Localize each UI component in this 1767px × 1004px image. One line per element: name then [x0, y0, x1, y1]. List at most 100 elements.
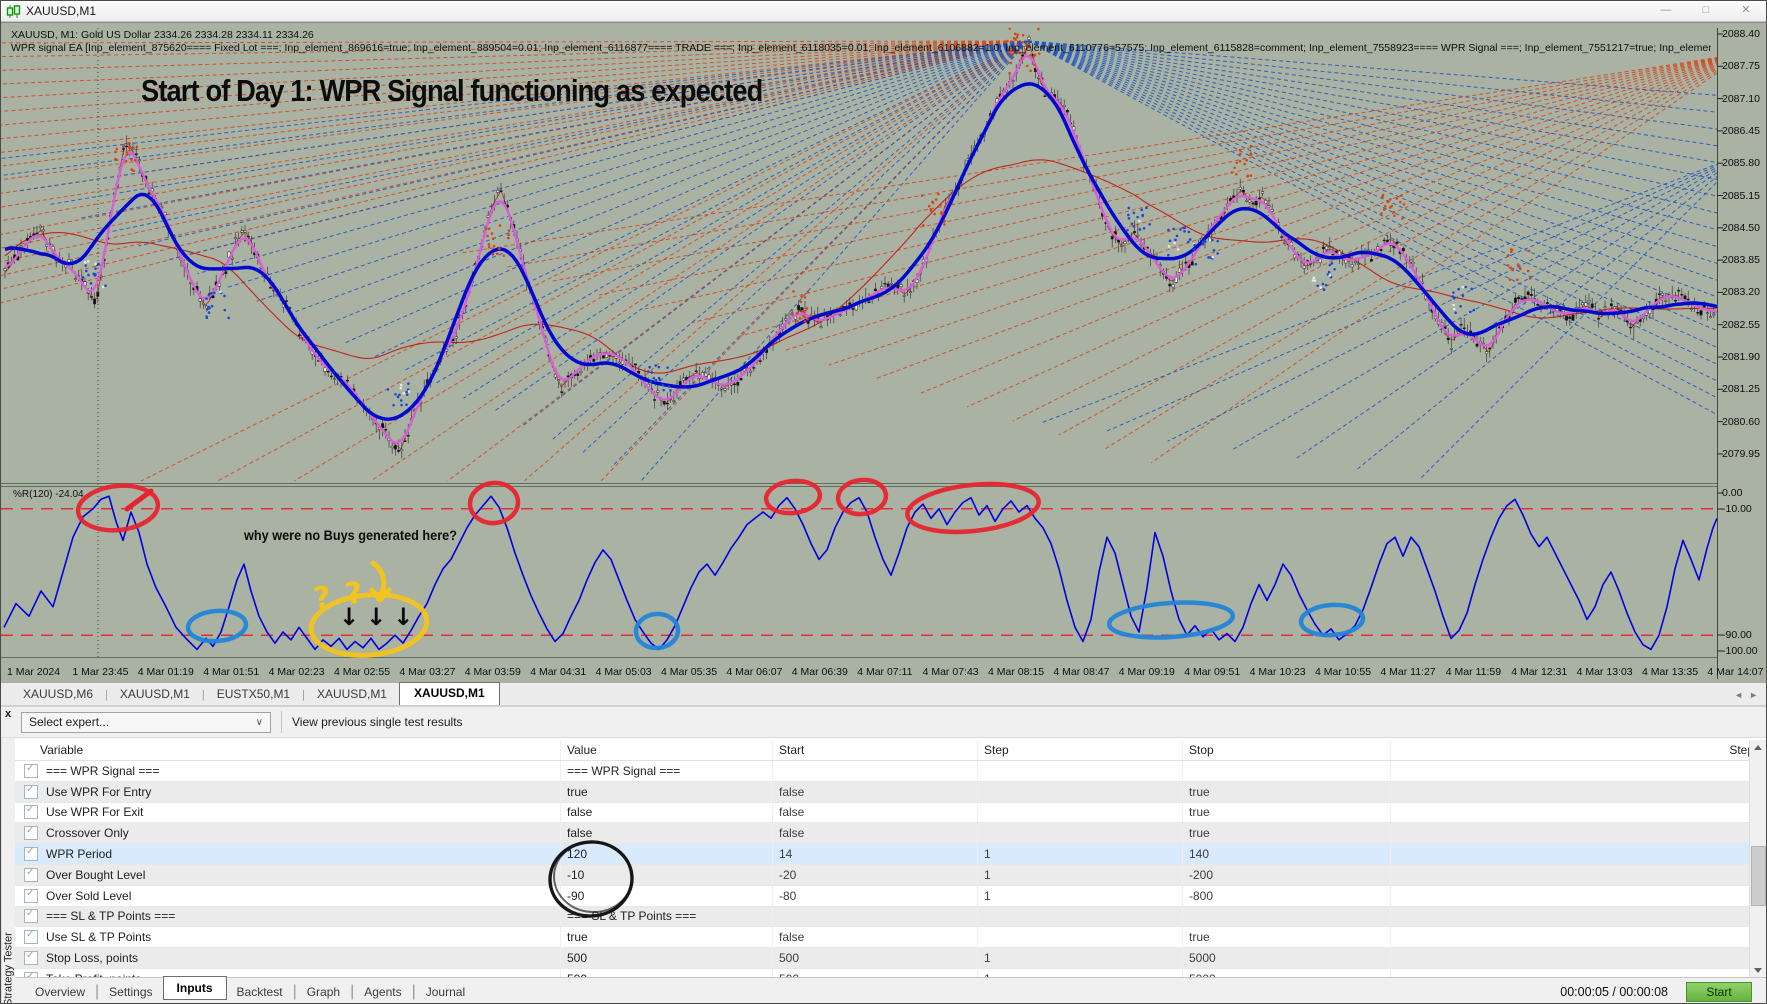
cell-start: false — [773, 823, 978, 844]
scrollbar-thumb[interactable] — [1751, 846, 1766, 906]
tab-separator: | — [105, 689, 108, 701]
tester-tab-journal[interactable]: Journal — [425, 985, 466, 999]
scroll-down-icon[interactable] — [1750, 962, 1766, 978]
row-checkbox[interactable] — [24, 888, 38, 903]
cell-step — [978, 802, 1183, 823]
tester-tab-agents[interactable]: Agents — [364, 985, 402, 999]
table-row[interactable]: === WPR Signal === === WPR Signal === — [14, 761, 1766, 782]
table-header: Variable Value Start Step Stop Steps — [14, 740, 1766, 761]
tab-scroll-left-icon[interactable]: ◄ — [1734, 690, 1744, 700]
cell-stop: -800 — [1183, 885, 1391, 906]
column-header-stop[interactable]: Stop — [1183, 740, 1391, 760]
cell-stop — [1183, 761, 1391, 781]
cell-start: 14 — [773, 844, 978, 864]
row-checkbox[interactable] — [24, 929, 38, 945]
chart-canvas[interactable]: ? ? ↓↓↓ XAUUSD, M1: Gold US Dollar 2334.2… — [1, 22, 1766, 683]
expert-select[interactable]: Select expert... ∨ — [21, 711, 271, 733]
cell-step — [978, 761, 1183, 781]
cell-step — [978, 823, 1183, 844]
row-checkbox[interactable] — [24, 950, 38, 966]
cell-steps — [1391, 823, 1766, 843]
cell-value: 500 — [561, 948, 773, 968]
cell-step: 1 — [978, 864, 1183, 885]
cell-start: 500 — [773, 968, 978, 978]
chart-tab-2[interactable]: EUSTX50,M1 — [216, 687, 291, 701]
cell-value: false — [561, 823, 773, 844]
column-header-step[interactable]: Step — [978, 740, 1183, 760]
row-checkbox[interactable] — [24, 804, 38, 820]
cell-variable: Use WPR For Entry — [46, 784, 152, 799]
tab-separator: | — [95, 983, 100, 1000]
cell-start: -80 — [773, 885, 978, 906]
row-checkbox[interactable] — [24, 867, 38, 882]
chart-tab-3[interactable]: XAUUSD,M1 — [316, 687, 387, 701]
row-checkbox[interactable] — [24, 846, 38, 862]
cell-value: 120 — [561, 844, 773, 864]
cell-variable: Over Bought Level — [46, 867, 146, 882]
tab-separator: | — [292, 983, 297, 1000]
row-checkbox[interactable] — [24, 971, 38, 978]
cell-variable: WPR Period — [46, 847, 113, 862]
cell-step: 1 — [978, 948, 1183, 968]
chevron-down-icon: ∨ — [255, 716, 263, 728]
maximize-button[interactable]: □ — [1702, 4, 1710, 16]
row-checkbox[interactable] — [24, 825, 38, 841]
cell-start: false — [773, 927, 978, 948]
cell-variable: Take Profit, points — [46, 972, 141, 978]
cell-step — [978, 927, 1183, 948]
row-checkbox[interactable] — [24, 784, 38, 799]
cell-variable: Crossover Only — [46, 826, 129, 841]
cell-stop: true — [1183, 781, 1391, 802]
cell-variable: Use SL & TP Points — [46, 930, 152, 945]
cell-step: 1 — [978, 885, 1183, 906]
table-row[interactable]: === SL & TP Points === === SL & TP Points… — [14, 906, 1766, 928]
scroll-up-icon[interactable] — [1750, 740, 1766, 756]
column-header-steps[interactable]: Steps — [1729, 743, 1760, 757]
table-row[interactable]: Over Bought Level -10-201-200 — [14, 864, 1766, 886]
table-row[interactable]: Over Sold Level -90-801-800 — [14, 885, 1766, 907]
cell-steps — [1391, 761, 1766, 781]
cell-steps — [1391, 886, 1766, 906]
column-header-variable[interactable]: Variable — [14, 740, 561, 760]
tester-tab-backtest[interactable]: Backtest — [236, 985, 283, 999]
cell-steps — [1391, 865, 1766, 885]
chart-tabs-bar: XAUUSD,M6 | XAUUSD,M1 | EUSTX50,M1 | XAUUSD,M1… — [1, 682, 1766, 706]
view-results-label: View previous single test results — [292, 715, 463, 729]
cell-value: true — [561, 927, 773, 948]
column-header-start[interactable]: Start — [773, 740, 978, 760]
cell-variable: Use WPR For Exit — [46, 805, 144, 820]
cell-value: -90 — [561, 885, 773, 906]
tab-scroll-right-icon[interactable]: ► — [1749, 690, 1758, 700]
row-checkbox[interactable] — [24, 763, 38, 778]
row-checkbox[interactable] — [24, 908, 38, 924]
chart-tab-4[interactable]: XAUUSD,M1 — [398, 682, 500, 705]
toolbar-divider — [281, 711, 282, 733]
expert-select-value: Select expert... — [29, 715, 110, 729]
table-scrollbar[interactable] — [1749, 740, 1766, 978]
close-button[interactable]: ✕ — [1741, 4, 1751, 16]
start-button[interactable]: Start — [1686, 982, 1752, 1002]
svg-text:? ?: ? ? — [311, 575, 367, 617]
chart-tab-0[interactable]: XAUUSD,M6 — [23, 687, 94, 701]
minimize-button[interactable]: — — [1660, 4, 1672, 16]
chart-tab-1[interactable]: XAUUSD,M1 — [119, 687, 190, 701]
tester-tab-inputs[interactable]: Inputs — [162, 976, 227, 1000]
cell-variable: === WPR Signal === — [46, 763, 160, 778]
tester-close-button[interactable]: x — [4, 708, 12, 720]
tester-tab-settings[interactable]: Settings — [109, 985, 153, 999]
cell-value: === SL & TP Points === — [561, 906, 773, 927]
tester-tab-graph[interactable]: Graph — [306, 985, 341, 999]
tab-separator: | — [302, 689, 305, 701]
column-header-value[interactable]: Value — [561, 740, 773, 760]
cell-step: 1 — [978, 844, 1183, 864]
cell-value: === WPR Signal === — [561, 761, 773, 781]
tester-tab-overview[interactable]: Overview — [35, 985, 86, 999]
